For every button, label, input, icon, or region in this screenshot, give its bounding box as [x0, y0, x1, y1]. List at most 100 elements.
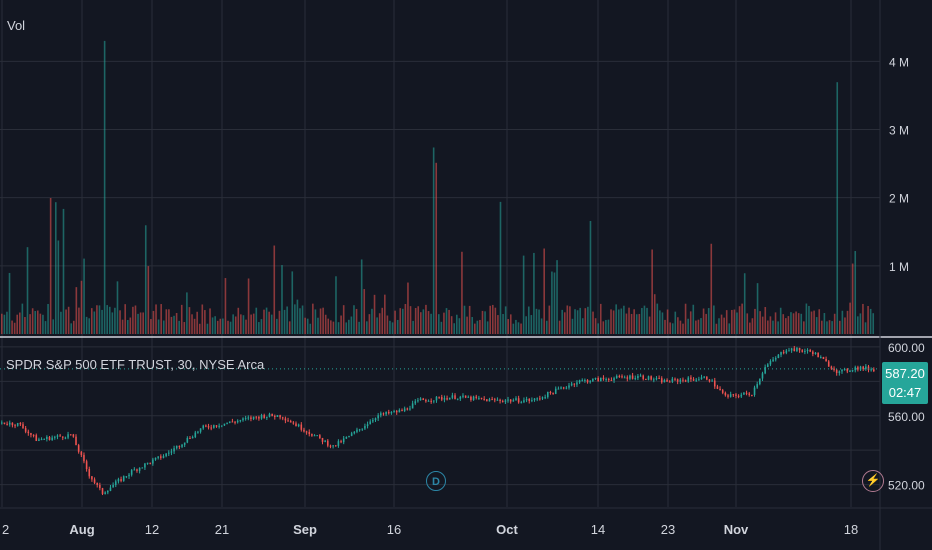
- volume-bar: [851, 263, 854, 334]
- symbol-legend[interactable]: SPDR S&P 500 ETF TRUST, 30, NYSE Arca: [6, 357, 265, 372]
- volume-bar: [381, 307, 384, 334]
- volume-bar: [3, 314, 6, 334]
- volume-pane-title: Vol: [7, 18, 26, 33]
- volume-bar: [484, 311, 486, 334]
- volume-bar: [332, 321, 335, 334]
- volume-bar: [430, 313, 432, 334]
- volume-bar: [155, 304, 157, 334]
- candle-body: [59, 435, 61, 437]
- candle-body: [833, 368, 835, 370]
- candle-body: [218, 425, 220, 427]
- candle-body: [112, 484, 114, 488]
- volume-bar: [571, 318, 574, 334]
- candle-body: [125, 476, 128, 478]
- candle-body: [623, 377, 626, 379]
- volume-bar: [34, 310, 37, 334]
- volume-bar: [378, 313, 381, 334]
- candle-body: [138, 467, 141, 471]
- candle-body: [859, 366, 862, 370]
- bar-countdown: 02:47: [888, 385, 922, 400]
- volume-bar: [29, 314, 31, 334]
- candle-body: [250, 417, 252, 419]
- candle-body: [308, 432, 311, 435]
- candle-body: [6, 423, 8, 425]
- candle-body: [24, 428, 27, 432]
- candle-body: [536, 398, 538, 400]
- volume-bar: [296, 299, 299, 334]
- time-axis-tick-label: 18: [844, 522, 858, 537]
- candle-body: [711, 380, 713, 382]
- volume-bar: [707, 308, 710, 334]
- volume-bar: [348, 319, 350, 334]
- volume-bar: [345, 322, 348, 334]
- volume-bar: [78, 307, 80, 334]
- volume-bar: [731, 309, 733, 334]
- volume-bar: [684, 303, 687, 334]
- candle-body: [613, 378, 615, 381]
- candle-body: [101, 488, 104, 494]
- volume-bar: [486, 321, 489, 334]
- volume-bar: [291, 271, 294, 334]
- candle-body: [85, 461, 88, 470]
- candle-body: [790, 348, 793, 351]
- candle-body: [761, 373, 764, 379]
- volume-bar: [761, 316, 764, 334]
- candle-body: [181, 444, 183, 447]
- candle-body: [448, 397, 451, 400]
- candle-body: [501, 400, 504, 402]
- volume-bar: [407, 282, 409, 334]
- candle-body: [417, 400, 419, 402]
- volume-bar: [137, 313, 139, 334]
- volume-bar: [669, 322, 671, 334]
- volume-bar: [350, 316, 353, 334]
- volume-bar: [538, 309, 540, 334]
- candle-body: [743, 392, 745, 395]
- volume-bar: [453, 323, 456, 334]
- candle-body: [472, 396, 475, 400]
- volume-bar: [129, 317, 132, 334]
- candle-body: [440, 397, 443, 400]
- volume-bar: [211, 317, 214, 334]
- volume-bar: [659, 310, 661, 334]
- candle-body: [539, 398, 541, 400]
- volume-bar: [98, 305, 101, 334]
- volume-bar: [687, 318, 689, 334]
- candle-body: [96, 482, 99, 485]
- volume-bar: [420, 312, 422, 334]
- volume-bar: [301, 305, 304, 334]
- volume-bar: [132, 306, 134, 334]
- candle-body: [342, 438, 345, 443]
- candle-body: [3, 422, 6, 424]
- time-axis-tick-label: 12: [145, 522, 159, 537]
- candle-body: [247, 417, 250, 419]
- volume-bar: [715, 323, 718, 334]
- volume-bar: [800, 313, 803, 334]
- volume-bar: [450, 316, 453, 334]
- candle-body: [735, 394, 737, 396]
- candle-body: [311, 434, 313, 436]
- volume-bar: [561, 309, 563, 334]
- candle-body: [690, 377, 692, 380]
- volume-bar: [288, 321, 291, 334]
- candle-body: [258, 417, 260, 419]
- candle-body: [653, 379, 655, 381]
- candle-body: [462, 395, 464, 397]
- volume-bar: [139, 312, 142, 334]
- candle-body: [753, 387, 756, 395]
- volume-bar: [242, 315, 245, 334]
- candle-body: [414, 401, 417, 404]
- candle-body: [470, 396, 472, 400]
- candle-body: [578, 380, 581, 383]
- candle-body: [602, 377, 605, 380]
- volume-bar: [461, 251, 463, 334]
- volume-bar: [823, 313, 826, 334]
- candle-body: [279, 415, 281, 418]
- volume-bar: [448, 309, 450, 334]
- volume-bar: [103, 40, 106, 335]
- dividend-icon[interactable]: D: [426, 471, 446, 491]
- volume-bar: [515, 319, 517, 334]
- lightning-bolt-icon[interactable]: ⚡: [862, 470, 884, 492]
- volume-bar: [710, 243, 713, 334]
